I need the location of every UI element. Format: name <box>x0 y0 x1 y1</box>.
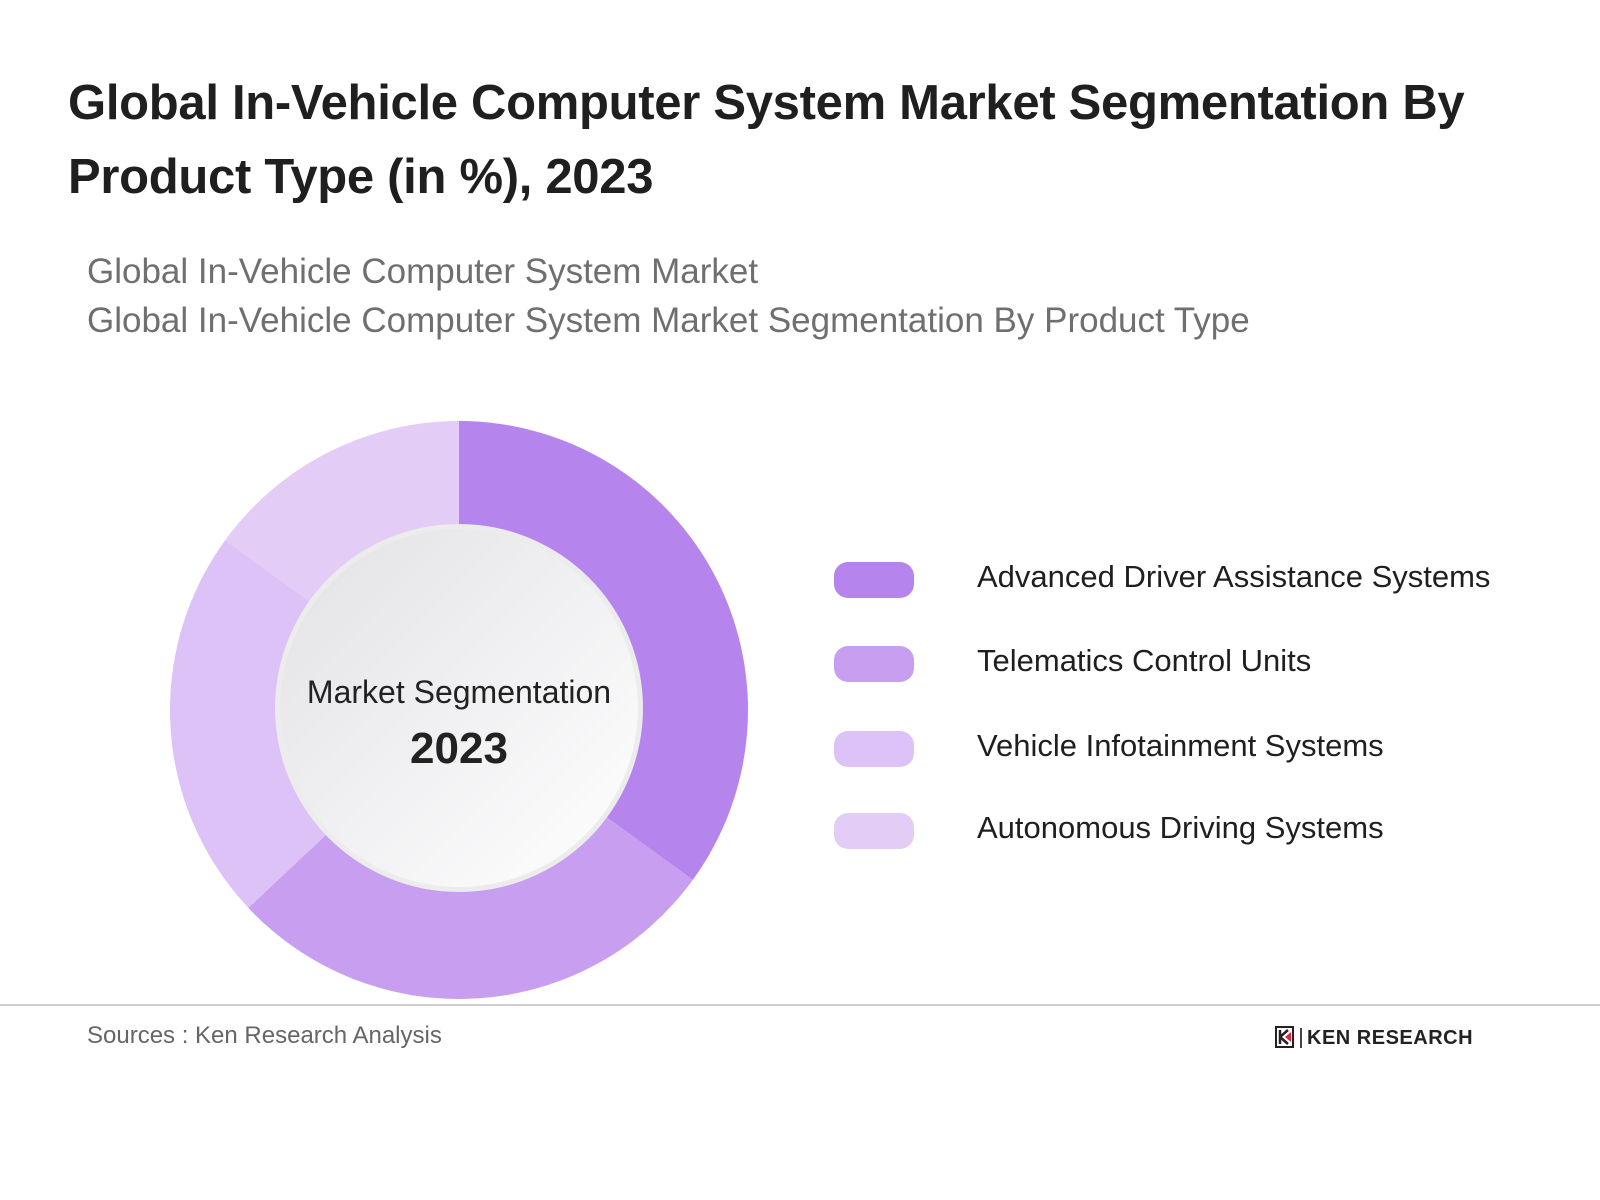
center-year: 2023 <box>410 724 508 773</box>
legend-swatch <box>834 731 914 767</box>
subtitle-line-1: Global In-Vehicle Computer System Market <box>87 252 759 291</box>
legend-label: Vehicle Infotainment Systems <box>977 728 1384 763</box>
source-note: Sources : Ken Research Analysis <box>87 1022 442 1049</box>
chart-title: Global In-Vehicle Computer System Market… <box>68 76 1465 204</box>
legend-label: Advanced Driver Assistance Systems <box>977 559 1491 594</box>
legend-swatch <box>834 646 914 682</box>
logo-text: KEN RESEARCH <box>1307 1026 1474 1049</box>
ken-research-logo: KEN RESEARCH <box>1275 1026 1473 1050</box>
logo-mark-icon <box>1275 1026 1294 1048</box>
legend-swatch <box>834 562 914 598</box>
footer-divider <box>0 1004 1600 1006</box>
legend-label: Autonomous Driving Systems <box>977 810 1384 845</box>
center-label: Market Segmentation <box>306 674 612 710</box>
legend-label: Telematics Control Units <box>977 643 1312 678</box>
legend-swatch <box>834 813 914 849</box>
subtitle-line-2: Global In-Vehicle Computer System Market… <box>87 301 1250 340</box>
center-disc <box>280 529 638 887</box>
